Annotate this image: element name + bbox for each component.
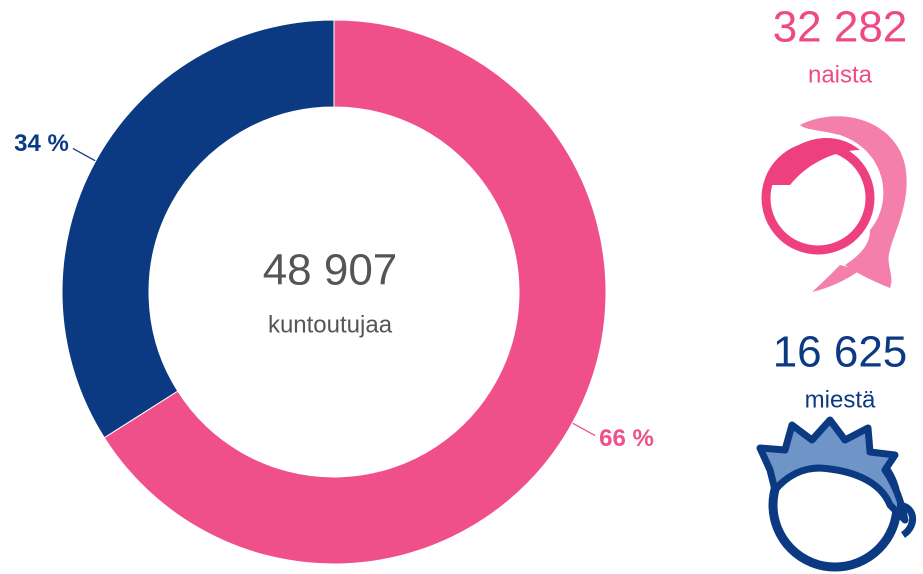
count-label: 32 282 [773, 3, 908, 52]
page: {"chart_data": {"type": "donut", "catego… [0, 0, 923, 574]
donut-segment [62, 20, 334, 438]
leader-line [571, 422, 596, 435]
center-caption: kuntoutujaa [268, 311, 393, 338]
value-label: 66 % [599, 425, 654, 452]
value-label: 34 % [14, 130, 69, 157]
count-label: 16 625 [773, 328, 908, 377]
group-label: naista [808, 61, 873, 88]
woman-icon [766, 116, 907, 292]
center-total: 48 907 [263, 246, 398, 295]
man-hair [760, 420, 905, 520]
leader-line [73, 148, 98, 161]
man-icon [760, 420, 913, 567]
chart: 48 907 kuntoutujaa 66 % 34 % 32 282 naista 1… [0, 0, 923, 574]
group-label: miestä [805, 386, 876, 413]
woman-hair-end [812, 265, 860, 292]
woman-fringe [768, 138, 860, 185]
